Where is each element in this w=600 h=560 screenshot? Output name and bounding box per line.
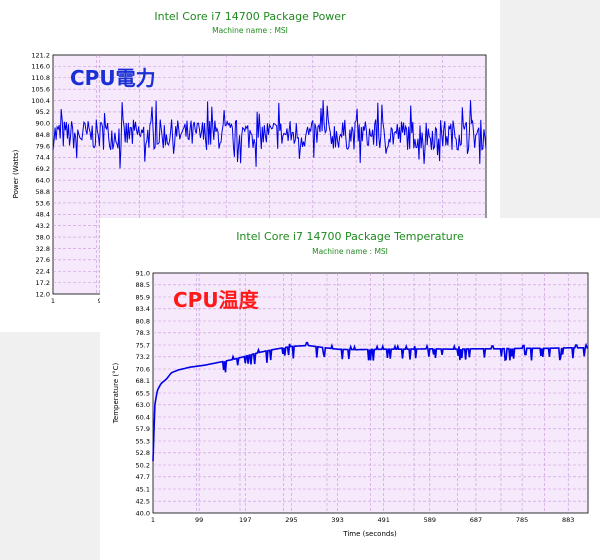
temp-x-tick-label: 687 <box>470 516 482 524</box>
temperature-chart-panel: Intel Core i7 14700 Package Temperature … <box>100 218 600 560</box>
temp-x-tick-label: 491 <box>377 516 389 524</box>
temp-y-tick-label: 47.7 <box>136 473 150 481</box>
temp-x-tick-label: 393 <box>331 516 343 524</box>
power-series-line <box>52 99 487 169</box>
temp-x-tick-label: 197 <box>239 516 251 524</box>
temp-y-axis-label: Temperature (°C) <box>112 363 120 425</box>
power-chart-title: Intel Core i7 14700 Package Power <box>154 10 346 23</box>
power-y-tick-label: 38.0 <box>36 233 50 241</box>
power-y-tick-label: 27.6 <box>36 256 50 264</box>
temp-chart-title: Intel Core i7 14700 Package Temperature <box>236 230 464 243</box>
temp-y-tick-label: 50.2 <box>136 461 150 469</box>
temp-x-tick-label: 1 <box>151 516 155 524</box>
temp-y-tick-label: 52.8 <box>136 449 150 457</box>
temp-x-tick-label: 99 <box>195 516 203 524</box>
power-y-tick-label: 32.8 <box>36 245 50 253</box>
power-y-tick-label: 110.8 <box>31 74 50 82</box>
power-y-tick-label: 95.2 <box>36 108 50 116</box>
temp-x-tick-label: 295 <box>285 516 297 524</box>
temp-y-tick-label: 91.0 <box>136 269 150 277</box>
temp-y-tick-label: 68.1 <box>136 377 150 385</box>
temp-y-tick-label: 73.2 <box>136 353 150 361</box>
power-x-tick-label: 9 <box>98 297 102 305</box>
power-y-tick-label: 74.4 <box>36 154 50 162</box>
power-y-tick-label: 100.4 <box>31 97 50 105</box>
temp-y-tick-label: 80.8 <box>136 317 150 325</box>
temp-x-tick-label: 883 <box>562 516 574 524</box>
power-y-tick-label: 17.2 <box>36 279 50 287</box>
temp-chart-subtitle: Machine name : MSI <box>312 247 388 256</box>
power-y-tick-label: 58.8 <box>36 188 50 196</box>
temp-y-tick-label: 42.5 <box>136 498 150 506</box>
temp-y-tick-label: 55.3 <box>136 437 150 445</box>
power-y-tick-label: 69.2 <box>36 165 50 173</box>
temp-y-tick-label: 78.3 <box>136 329 150 337</box>
temp-y-tick-label: 85.9 <box>136 293 150 301</box>
temp-y-tick-label: 88.5 <box>136 281 150 289</box>
temp-x-tick-label: 785 <box>516 516 528 524</box>
power-y-tick-label: 43.2 <box>36 222 50 230</box>
power-y-tick-label: 116.0 <box>31 63 50 71</box>
power-y-tick-label: 64.0 <box>36 176 50 184</box>
temp-y-tick-label: 65.5 <box>136 389 150 397</box>
temp-y-tick-label: 57.9 <box>136 425 150 433</box>
temperature-chart: Intel Core i7 14700 Package Temperature … <box>112 230 589 538</box>
temp-y-tick-label: 40.0 <box>136 509 150 517</box>
cpu-power-overlay-label: CPU電力 <box>70 66 156 90</box>
power-y-tick-label: 53.6 <box>36 199 50 207</box>
power-y-tick-label: 12.0 <box>36 290 50 298</box>
power-y-tick-label: 48.4 <box>36 211 50 219</box>
cpu-temperature-overlay-label: CPU温度 <box>173 288 260 312</box>
power-y-tick-label: 105.6 <box>31 85 50 93</box>
temp-y-tick-label: 75.7 <box>136 341 150 349</box>
power-y-tick-label: 90.0 <box>36 120 50 128</box>
temp-series-line <box>152 341 588 462</box>
temp-y-tick-label: 63.0 <box>136 401 150 409</box>
power-x-tick-label: 1 <box>51 297 55 305</box>
power-y-tick-label: 84.8 <box>36 131 50 139</box>
power-y-axis-label: Power (Watts) <box>12 149 20 198</box>
power-y-tick-label: 121.2 <box>31 51 50 59</box>
temp-y-tick-label: 45.1 <box>136 485 150 493</box>
power-y-tick-label: 79.6 <box>36 142 50 150</box>
temp-y-tick-label: 83.4 <box>136 305 150 313</box>
power-y-tick-label: 22.4 <box>36 268 50 276</box>
temp-x-tick-label: 589 <box>424 516 436 524</box>
temp-y-tick-label: 60.4 <box>136 413 150 421</box>
power-chart-subtitle: Machine name : MSI <box>212 26 288 35</box>
temp-x-axis-label: Time (seconds) <box>342 530 397 538</box>
temp-y-tick-label: 70.6 <box>136 365 150 373</box>
